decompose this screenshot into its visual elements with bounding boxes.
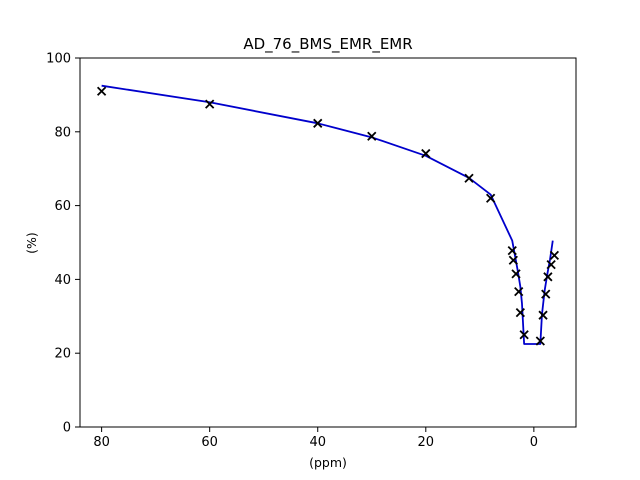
data-point-marker — [367, 131, 377, 141]
marker-stroke — [546, 260, 556, 270]
marker-stroke — [367, 131, 377, 141]
data-point-marker — [538, 310, 548, 320]
marker-stroke — [485, 193, 496, 203]
marker-stroke — [519, 330, 529, 340]
x-tick-label: 0 — [530, 435, 538, 450]
plot-area — [96, 84, 560, 346]
marker-stroke — [549, 250, 560, 261]
y-tick-label: 60 — [54, 199, 71, 214]
marker-stroke — [515, 307, 525, 318]
y-tick-label: 20 — [54, 347, 71, 362]
marker-stroke — [464, 173, 474, 183]
data-point-marker — [96, 86, 107, 96]
data-point-marker — [519, 330, 529, 340]
data-point-marker — [511, 269, 521, 279]
marker-stroke — [543, 272, 553, 282]
x-tick-label: 40 — [309, 435, 326, 450]
x-tick-label: 20 — [418, 435, 435, 450]
data-point-marker — [543, 272, 553, 282]
x-tick-label: 80 — [93, 435, 110, 450]
marker-stroke — [507, 245, 517, 256]
data-point-marker — [508, 255, 518, 265]
x-tick-label: 60 — [201, 435, 218, 450]
data-point-marker — [507, 245, 517, 256]
data-point-marker — [541, 289, 551, 299]
marker-stroke — [514, 286, 524, 297]
marker-stroke — [421, 148, 431, 159]
marker-stroke — [535, 336, 545, 346]
plot-frame — [79, 57, 577, 428]
marker-stroke — [511, 269, 521, 279]
y-axis-label: (%) — [24, 232, 39, 254]
y-tick-label: 40 — [54, 273, 71, 288]
data-point-marker — [549, 250, 560, 261]
data-point-marker — [485, 193, 496, 203]
y-tick-label: 80 — [54, 125, 71, 140]
data-point-marker — [205, 99, 215, 109]
data-point-marker — [514, 286, 524, 297]
data-point-marker — [464, 173, 474, 183]
marker-stroke — [205, 99, 215, 109]
marker-stroke — [538, 310, 548, 320]
data-point-marker — [535, 336, 545, 346]
data-point-marker — [515, 307, 525, 318]
data-point-marker — [546, 260, 556, 270]
marker-stroke — [508, 255, 518, 265]
data-point-marker — [421, 148, 431, 159]
marker-stroke — [541, 289, 551, 299]
chart-title: AD_76_BMS_EMR_EMR — [243, 35, 412, 54]
marker-stroke — [313, 118, 323, 128]
data-point-marker — [313, 118, 323, 128]
y-tick-label: 100 — [46, 52, 71, 67]
axes: 80 60 40 20 0 0 20 40 60 80 100 — [46, 52, 577, 450]
y-tick-label: 0 — [63, 421, 71, 436]
series-line — [101, 84, 554, 345]
x-axis-label: (ppm) — [309, 455, 347, 470]
marker-stroke — [96, 86, 107, 96]
